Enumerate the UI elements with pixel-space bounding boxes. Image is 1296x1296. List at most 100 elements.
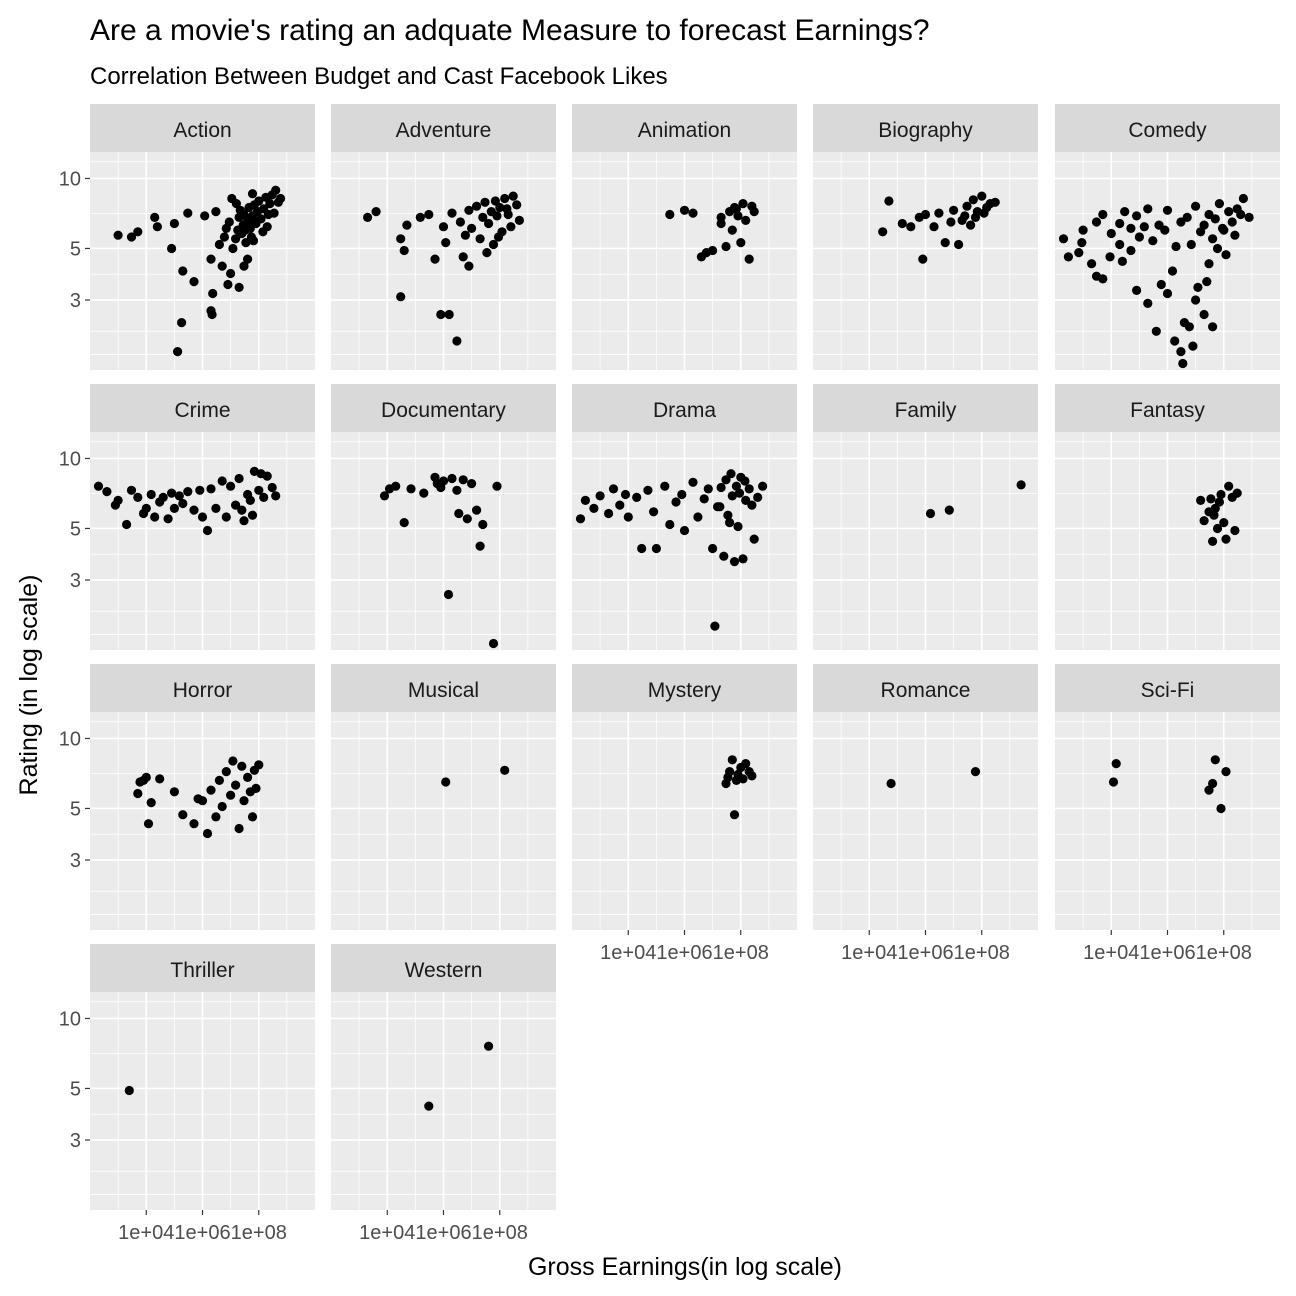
data-point — [1077, 238, 1087, 248]
data-point — [1176, 217, 1186, 227]
data-point — [643, 485, 653, 495]
data-point — [206, 484, 216, 494]
data-point — [677, 489, 687, 500]
facet-label-western: Western — [405, 959, 483, 982]
facet-grid: Action 3 5 10 Adventure Animation Biography Com… — [59, 104, 1280, 1244]
data-point — [727, 225, 737, 235]
points-documentary — [379, 472, 502, 649]
data-point — [1193, 282, 1203, 292]
data-point — [747, 771, 757, 781]
data-point — [402, 220, 412, 230]
data-point — [143, 819, 154, 829]
x-tick-label: 1e+06 — [1139, 942, 1195, 964]
points-thriller — [124, 1085, 134, 1096]
data-point — [726, 469, 736, 479]
data-point — [1202, 277, 1212, 287]
data-point — [708, 543, 718, 554]
data-point — [1170, 336, 1180, 346]
data-point — [200, 211, 210, 221]
data-point — [146, 798, 156, 808]
data-point — [721, 475, 731, 485]
data-point — [1216, 489, 1226, 500]
data-point — [1078, 225, 1088, 235]
data-point — [152, 222, 162, 232]
data-point — [155, 774, 165, 784]
facet-label-sci-fi: Sci-Fi — [1141, 679, 1195, 702]
data-point — [484, 218, 494, 229]
data-point — [1115, 239, 1125, 250]
data-point — [1217, 223, 1228, 233]
points-family — [925, 480, 1026, 519]
x-tick-label: 1e+04 — [118, 1222, 174, 1244]
facet-animation: Animation — [572, 104, 797, 370]
data-point — [970, 212, 981, 222]
data-point — [1244, 212, 1254, 222]
data-point — [254, 485, 264, 495]
facet-fantasy: Fantasy — [1055, 384, 1280, 650]
y-tick-label: 10 — [59, 168, 81, 190]
data-point — [1162, 288, 1173, 299]
x-tick-label: 1e+04 — [359, 1222, 415, 1244]
data-point — [158, 492, 168, 502]
data-point — [738, 774, 748, 784]
data-point — [226, 268, 236, 279]
data-point — [738, 554, 748, 564]
x-tick-label: 1e+06 — [897, 942, 953, 964]
points-animation — [665, 199, 759, 264]
data-point — [227, 193, 237, 204]
data-point — [124, 1085, 134, 1096]
y-tick-label: 3 — [70, 850, 81, 872]
facet-biography: Biography — [813, 104, 1038, 370]
data-point — [1087, 259, 1097, 269]
data-point — [1162, 205, 1173, 215]
data-point — [458, 475, 468, 485]
facet-romance: Romance 1e+04 1e+06 1e+08 — [813, 664, 1038, 964]
data-point — [430, 254, 440, 264]
data-point — [1236, 209, 1246, 220]
facet-comedy: Comedy — [1055, 104, 1280, 370]
data-point — [396, 292, 406, 302]
points-fantasy — [1196, 481, 1242, 547]
data-point — [929, 222, 939, 232]
x-tick-label: 1e+08 — [1196, 942, 1252, 964]
data-point — [1204, 259, 1214, 269]
data-point — [1058, 234, 1069, 244]
facet-strip-drama — [572, 384, 797, 432]
data-point — [970, 767, 981, 777]
data-point — [1208, 536, 1218, 547]
points-western — [424, 1041, 494, 1111]
data-point — [237, 505, 247, 515]
data-point — [1208, 778, 1218, 789]
points-action — [113, 185, 286, 357]
data-point — [399, 518, 409, 528]
facet-label-adventure: Adventure — [396, 119, 492, 142]
facet-label-musical: Musical — [408, 679, 479, 702]
data-point — [141, 772, 151, 783]
data-point — [725, 767, 735, 777]
data-point — [169, 503, 179, 513]
data-point — [918, 254, 928, 264]
data-point — [962, 201, 972, 211]
data-point — [727, 491, 737, 501]
data-point — [214, 239, 224, 250]
points-mystery — [721, 755, 757, 820]
data-point — [228, 243, 238, 254]
data-point — [197, 512, 208, 522]
facet-documentary: Documentary — [331, 384, 556, 650]
data-point — [1156, 279, 1166, 290]
data-point — [441, 238, 451, 248]
data-point — [925, 508, 936, 519]
data-point — [146, 489, 156, 500]
data-point — [741, 759, 751, 769]
data-point — [514, 215, 525, 225]
data-point — [122, 519, 132, 530]
data-point — [211, 207, 221, 217]
data-point — [1178, 358, 1188, 369]
data-point — [455, 217, 465, 227]
data-point — [217, 261, 227, 271]
chart-title: Are a movie's rating an adquate Measure … — [90, 14, 930, 47]
data-point — [1186, 239, 1196, 250]
data-point — [1199, 220, 1209, 230]
data-point — [240, 225, 250, 235]
